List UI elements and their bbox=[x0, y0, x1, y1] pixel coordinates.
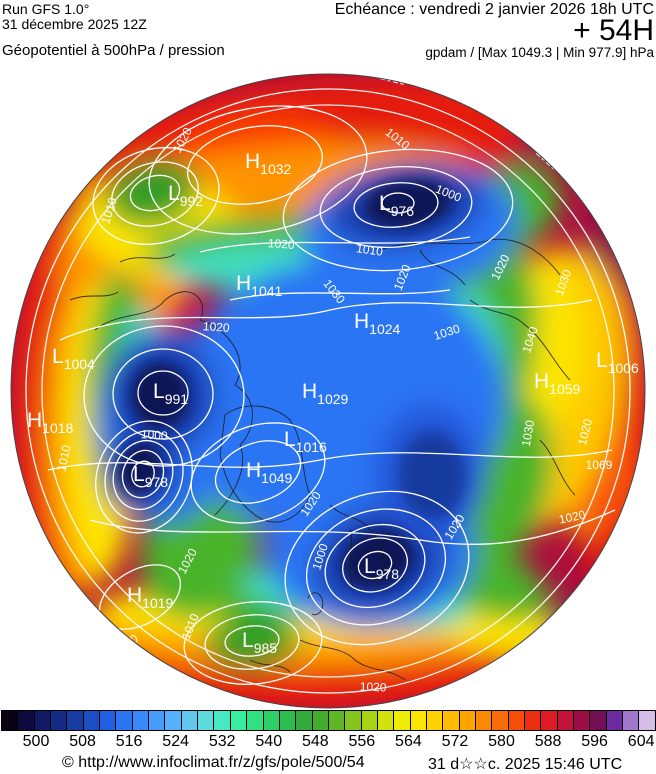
colorbar-cell bbox=[606, 711, 624, 730]
colorbar-cell bbox=[557, 711, 575, 730]
colorbar-cell bbox=[541, 711, 558, 730]
colorbar-cell bbox=[312, 711, 329, 730]
colorbar-tick-label: 508 bbox=[69, 733, 96, 750]
valid-time-label: Echéance : vendredi 2 janvier 2026 18h U… bbox=[334, 1, 654, 18]
colorbar-cell bbox=[475, 711, 493, 730]
colorbar-cell bbox=[590, 711, 607, 730]
isobar-value-label: 1069 bbox=[586, 458, 613, 472]
colorbar-cell bbox=[574, 711, 591, 730]
colorbar-tick-label: 572 bbox=[441, 733, 469, 750]
creation-datetime: 31 d☆☆c. 2025 15:46 UTC bbox=[428, 756, 623, 773]
colorbar-cell bbox=[525, 711, 542, 730]
colorbar-cell bbox=[394, 711, 411, 730]
colorbar-tick-label: 500 bbox=[22, 733, 50, 750]
colorbar-cell bbox=[198, 711, 215, 730]
map-border bbox=[10, 73, 646, 709]
isobar-value-label: 1020 bbox=[202, 319, 230, 335]
colorbar-cell bbox=[492, 711, 509, 730]
colorbar-tick-label: 596 bbox=[581, 733, 608, 750]
colorbar-tick-label: 564 bbox=[395, 733, 422, 750]
colorbar-cell bbox=[345, 711, 362, 730]
colorbar-cell bbox=[214, 711, 231, 730]
colorbar-tick-label: 548 bbox=[301, 733, 329, 750]
colorbar-cell bbox=[328, 711, 346, 730]
colorbar-cell bbox=[361, 711, 378, 730]
isobar-value-label: 1020 bbox=[267, 236, 295, 252]
stray-mark: ¯ bbox=[140, 0, 148, 11]
variable-title: Géopotentiel à 500hPa / pression bbox=[2, 42, 225, 59]
colorbar-tick-label: 516 bbox=[115, 733, 143, 750]
lead-time-label: + 54H bbox=[573, 14, 654, 47]
colorbar-cell bbox=[51, 711, 68, 730]
colorbar-tick-label: 556 bbox=[348, 733, 376, 750]
colorbar-cell bbox=[83, 711, 101, 730]
colorbar-cell bbox=[181, 711, 199, 730]
isobar-value-label: 1020 bbox=[360, 680, 387, 695]
colorbar-cell bbox=[443, 711, 460, 730]
colorbar-cell bbox=[149, 711, 166, 730]
geopotential-field bbox=[11, 74, 645, 708]
colorbar-cell bbox=[230, 711, 248, 730]
colorbar-cell bbox=[410, 711, 427, 730]
colorbar-cell bbox=[263, 711, 280, 730]
colorbar-tick-label: 580 bbox=[488, 733, 515, 750]
isobar-value-label: 1010 bbox=[54, 443, 73, 472]
colorbar-tick-label: 604 bbox=[627, 733, 655, 750]
colorbar-cell bbox=[279, 711, 297, 730]
colorbar-cell bbox=[459, 711, 476, 730]
run-date-label: 31 décembre 2025 12Z bbox=[2, 16, 147, 32]
colorbar-cell bbox=[426, 711, 444, 730]
isobar-value-label: 1030 bbox=[519, 419, 537, 448]
isobar-value-label: 1020 bbox=[558, 507, 587, 526]
copyright-url: © http://www.infoclimat.fr/z/gfs/pole/50… bbox=[62, 754, 365, 771]
colorbar-cell bbox=[639, 711, 655, 730]
colorbar-cell bbox=[165, 711, 182, 730]
isobar-value-label: 1020 bbox=[575, 417, 595, 447]
run-model-label: Run GFS 1.0° bbox=[2, 1, 90, 17]
isobar-lines bbox=[25, 88, 631, 694]
colorbar bbox=[1, 710, 656, 731]
isobar-value-label: 1010 bbox=[378, 68, 408, 88]
colorbar-tick-label: 540 bbox=[255, 733, 283, 750]
colorbar-tick-label: 532 bbox=[208, 733, 236, 750]
colorbar-cell bbox=[247, 711, 264, 730]
colorbar-cell bbox=[18, 711, 35, 730]
colorbar-cell bbox=[377, 711, 395, 730]
colorbar-cell bbox=[100, 711, 117, 730]
isobar-value-label: 1000 bbox=[140, 427, 168, 443]
units-minmax-label: gpdam / [Max 1049.3 | Min 977.9] hPa bbox=[425, 45, 654, 60]
colorbar-cell bbox=[132, 711, 150, 730]
colorbar-tick-label: 524 bbox=[162, 733, 189, 750]
pressure-center-label: L1004 bbox=[52, 345, 95, 372]
polar-map: 1020 1010 1010 1010 1010 1000 1020 1010 1030 1030… bbox=[10, 68, 646, 709]
isobar-value-label: 1010 bbox=[355, 241, 384, 259]
colorbar-tick-label: 588 bbox=[534, 733, 562, 750]
colorbar-cell bbox=[34, 711, 52, 730]
colorbar-ticks: 500 508 516 524 532 540 548 556 564 572 580 588 596 6… bbox=[0, 733, 656, 753]
colorbar-cell bbox=[67, 711, 84, 730]
colorbar-cell bbox=[623, 711, 640, 730]
colorbar-cell bbox=[296, 711, 313, 730]
colorbar-cell bbox=[116, 711, 133, 730]
colorbar-cell bbox=[2, 711, 19, 730]
colorbar-cell bbox=[508, 711, 525, 730]
